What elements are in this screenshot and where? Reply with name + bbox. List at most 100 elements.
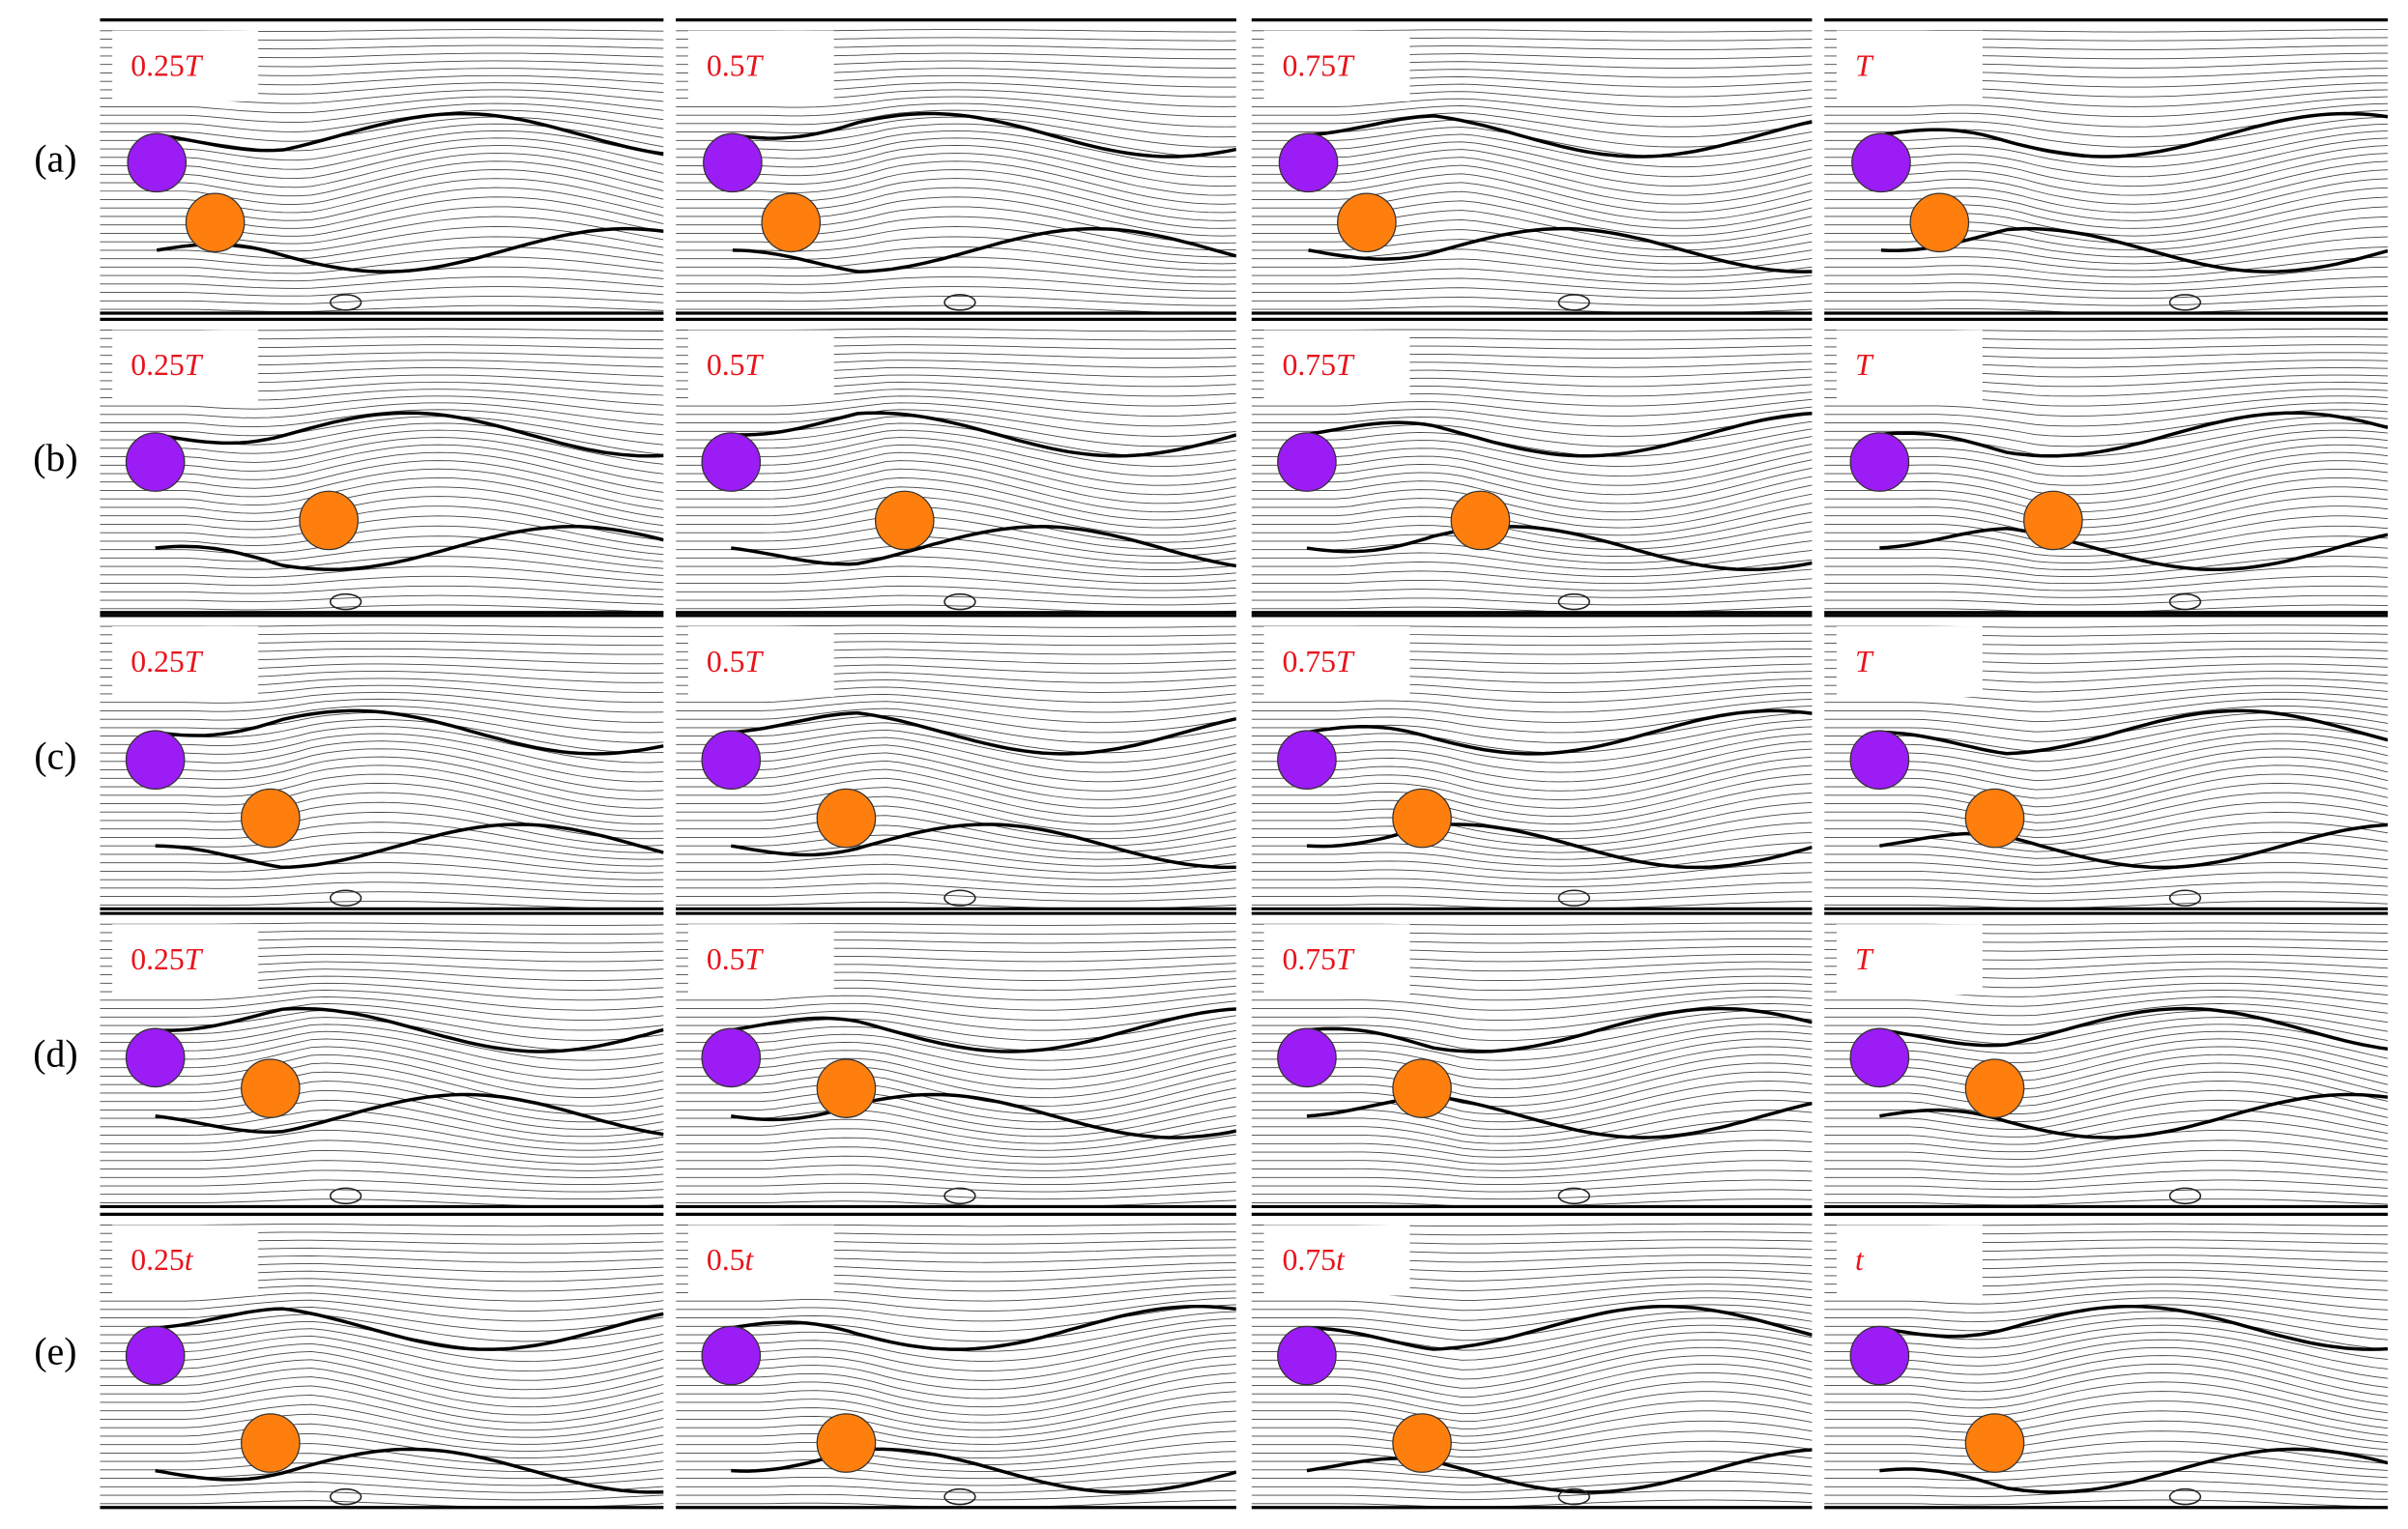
streamline	[676, 416, 1236, 447]
wall-vortex	[1557, 294, 1590, 311]
streamline	[1824, 773, 2389, 816]
shear-layer	[1306, 1448, 1813, 1494]
upstream-cylinder	[125, 1027, 186, 1088]
streamline	[1251, 1363, 1813, 1406]
streamline	[1824, 862, 2389, 880]
shear-layer	[731, 1092, 1236, 1140]
streamline	[100, 486, 664, 527]
streamline	[1824, 1480, 2389, 1493]
streamline	[1251, 436, 1813, 467]
streamline	[100, 137, 664, 170]
streamline	[1251, 1489, 1813, 1501]
streamline	[676, 1311, 1236, 1342]
streamline	[676, 760, 1236, 800]
downstream-cylinder	[1964, 788, 2025, 849]
streamline	[100, 256, 664, 274]
streamline	[100, 1169, 664, 1186]
streamline	[1251, 484, 1813, 521]
streamline	[1824, 515, 2389, 550]
streamline	[100, 705, 664, 734]
streamline	[676, 402, 1236, 427]
streamline	[100, 990, 664, 1011]
streamline	[1251, 268, 1813, 285]
shear-layer	[1306, 1304, 1813, 1351]
streamline	[676, 160, 1236, 205]
streamline	[1251, 801, 1813, 840]
streamline	[1824, 505, 2389, 543]
streamline	[1251, 1400, 1813, 1437]
streamline	[1824, 429, 2389, 467]
label-box	[1836, 330, 1983, 401]
streamline	[1824, 1110, 2389, 1138]
streamline	[676, 1007, 1236, 1031]
downstream-cylinder	[1909, 192, 1970, 253]
shear-layer	[155, 708, 664, 756]
streamline	[676, 844, 1236, 867]
streamline	[676, 1421, 1236, 1453]
streamline	[676, 109, 1236, 138]
upstream-cylinder	[1277, 432, 1337, 492]
streamline	[1824, 1099, 2389, 1130]
streamline	[100, 1129, 664, 1158]
streamline	[676, 882, 1236, 895]
streamline	[1251, 1451, 1813, 1472]
streamline	[1251, 1430, 1813, 1458]
streamline	[1824, 545, 2389, 571]
streamline	[676, 460, 1236, 505]
streamline	[1824, 556, 2389, 578]
streamline	[1251, 459, 1813, 496]
streamline	[1824, 565, 2389, 585]
streamline	[100, 1307, 664, 1332]
streamline	[1251, 1003, 1813, 1031]
streamline	[1251, 881, 1813, 895]
panel: T	[1824, 614, 2389, 910]
streamline	[676, 328, 1236, 332]
shear-layer	[732, 226, 1236, 274]
streamline	[100, 565, 664, 584]
streamline	[1824, 1030, 2389, 1063]
time-label: t	[1855, 1243, 1865, 1277]
wall-vortex	[943, 889, 976, 907]
streamline	[1824, 468, 2389, 513]
streamline	[100, 1328, 664, 1362]
streamline	[100, 1062, 664, 1107]
shear-layer	[731, 1007, 1236, 1053]
streamline	[100, 811, 664, 847]
panel: 0.25T	[100, 911, 664, 1209]
downstream-cylinder	[761, 192, 822, 253]
streamline	[100, 842, 664, 867]
streamline	[1824, 1346, 2389, 1388]
upstream-cylinder	[1849, 1325, 1910, 1386]
streamline	[100, 515, 664, 548]
streamline	[1824, 575, 2389, 591]
streamline	[100, 748, 664, 792]
streamline	[100, 698, 664, 723]
streamline	[100, 594, 664, 605]
streamline	[1824, 460, 2389, 505]
streamline	[676, 1381, 1236, 1424]
shear-layer	[155, 1006, 664, 1053]
streamline	[1251, 1297, 1813, 1321]
label-box	[1263, 1225, 1410, 1296]
streamline	[100, 756, 664, 800]
streamline	[676, 1355, 1236, 1399]
wall-vortex	[1557, 889, 1590, 907]
streamline	[1251, 719, 1813, 754]
streamline	[1251, 812, 1813, 847]
streamline	[676, 993, 1236, 1011]
streamline	[1824, 1290, 2389, 1311]
streamline	[1251, 503, 1813, 536]
shear-layer	[156, 226, 664, 274]
time-label: T	[1855, 49, 1874, 83]
streamline	[1251, 773, 1813, 818]
streamline	[676, 178, 1236, 221]
streamline	[1251, 258, 1813, 278]
streamline	[100, 416, 664, 446]
streamline	[676, 1470, 1236, 1486]
streamline	[100, 1395, 664, 1431]
streamline	[676, 736, 1236, 773]
shear-layer	[1306, 1094, 1813, 1140]
streamline	[1251, 105, 1813, 128]
streamline	[100, 740, 664, 783]
streamline	[100, 130, 664, 161]
